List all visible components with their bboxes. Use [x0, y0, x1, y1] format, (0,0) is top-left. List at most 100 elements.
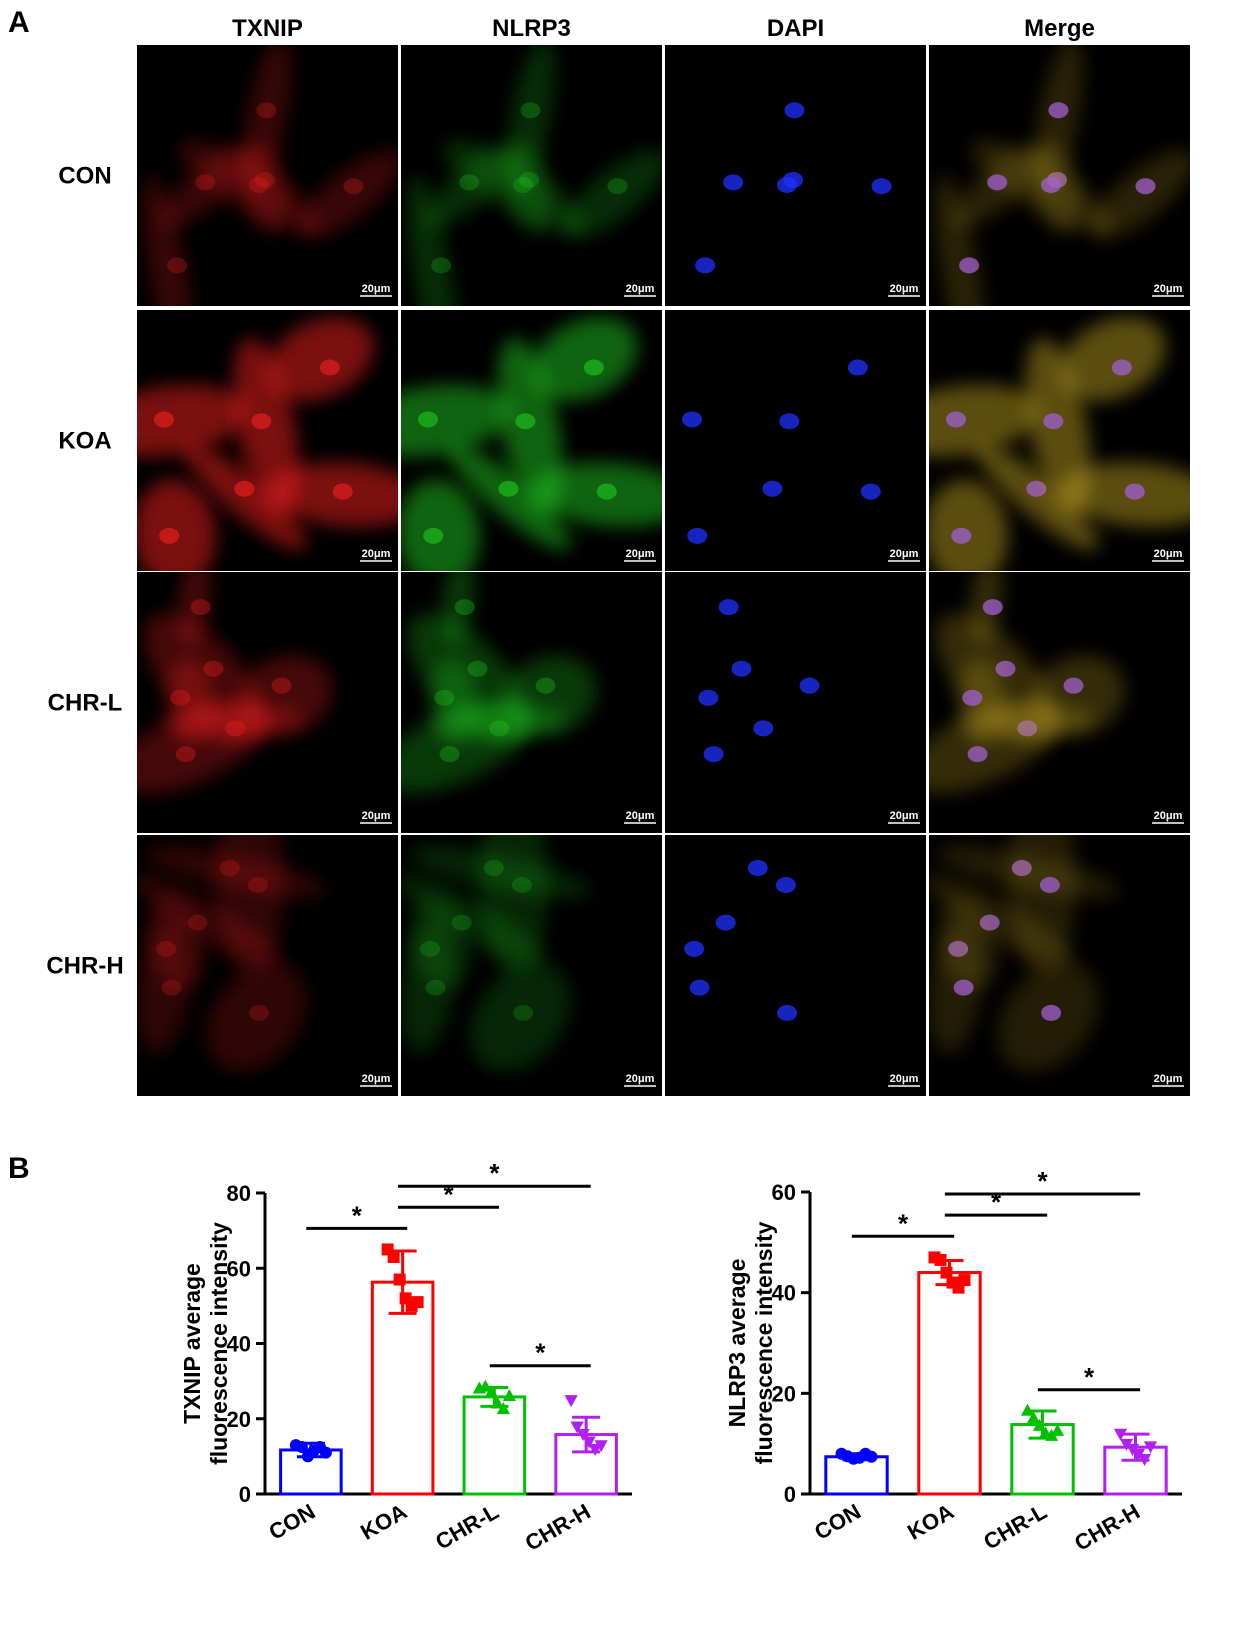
cell-body — [441, 572, 475, 645]
cells — [684, 860, 798, 1021]
nucleus — [1039, 877, 1060, 894]
micrograph: 20μm — [929, 310, 1190, 571]
cell-body — [969, 572, 1003, 645]
cell-body — [205, 963, 307, 1072]
y-tick-label: 40 — [227, 1332, 251, 1357]
nucleus — [271, 677, 292, 694]
cells — [137, 572, 333, 794]
micrograph: 20μm — [137, 310, 398, 571]
significance-label: * — [352, 1200, 363, 1230]
nucleus — [689, 979, 710, 996]
data-point — [411, 1296, 424, 1309]
nucleus — [332, 483, 353, 500]
micrograph: 20μm — [929, 45, 1190, 306]
nucleus — [596, 483, 617, 500]
data-point — [502, 1388, 516, 1401]
scale-bar-label: 20μm — [362, 1073, 391, 1085]
nucleus — [423, 527, 444, 544]
cell-body — [975, 443, 1100, 551]
nucleus — [718, 599, 739, 616]
nucleus — [434, 689, 455, 706]
scale-bar-label: 20μm — [362, 548, 391, 560]
cells — [929, 572, 1125, 794]
column-header: TXNIP — [232, 15, 303, 42]
x-tick-label: CHR-L — [979, 1499, 1051, 1555]
data-point — [478, 1379, 492, 1392]
nucleus — [425, 979, 446, 996]
nucleus — [607, 178, 628, 195]
panel-label: A — [8, 6, 30, 39]
nucleus — [799, 677, 820, 694]
micrograph: 20μm — [665, 45, 926, 306]
significance-label: * — [535, 1338, 546, 1368]
cell-body — [406, 174, 458, 306]
micrograph: 20μm — [665, 572, 926, 833]
micrograph: 20μm — [401, 45, 662, 306]
micrograph: 20μm — [665, 310, 926, 571]
data-point — [295, 1440, 308, 1453]
data-point — [1020, 1403, 1035, 1416]
data-point — [1050, 1423, 1065, 1436]
nucleus — [871, 178, 892, 195]
cell-body — [183, 443, 308, 551]
cell-body — [214, 835, 285, 976]
cell-body — [177, 572, 211, 645]
y-axis-label-line: fluorescence intensity — [206, 1222, 232, 1465]
y-tick-label: 60 — [772, 1180, 796, 1205]
micrograph: 20μm — [929, 835, 1190, 1096]
x-tick-label: CON — [810, 1499, 865, 1545]
cell-body — [562, 149, 662, 240]
nucleus — [459, 174, 480, 191]
nucleus — [467, 660, 488, 677]
column-header: Merge — [1024, 15, 1095, 42]
data-point — [865, 1450, 878, 1463]
cell-body — [137, 921, 191, 1054]
scale-bar-label: 20μm — [626, 810, 655, 822]
y-tick-label: 0 — [784, 1482, 796, 1507]
cell-body — [401, 701, 532, 794]
nucleus — [860, 483, 881, 500]
nucleus — [190, 599, 211, 616]
micrograph-background — [665, 310, 926, 571]
row-label: CHR-L — [48, 690, 123, 717]
significance-label: * — [991, 1187, 1002, 1217]
nucleus — [982, 599, 1003, 616]
nucleus — [995, 660, 1016, 677]
nucleus — [417, 411, 438, 428]
nucleus — [1135, 178, 1156, 195]
nucleus — [1041, 1004, 1062, 1021]
nucleus — [987, 174, 1008, 191]
nucleus — [535, 677, 556, 694]
cells — [401, 317, 662, 571]
nucleus — [945, 411, 966, 428]
nucleus — [962, 689, 983, 706]
scale-bar-label: 20μm — [1154, 548, 1183, 560]
scale-bar-label: 20μm — [1154, 283, 1183, 295]
cell-body — [425, 143, 520, 228]
data-point — [1143, 1441, 1158, 1454]
x-tick-label: CHR-L — [431, 1499, 503, 1555]
nucleus — [431, 257, 452, 274]
data-point — [570, 1421, 584, 1434]
nucleus — [695, 257, 716, 274]
nucleus — [513, 1004, 534, 1021]
x-tick-label: CHR-H — [521, 1499, 595, 1556]
y-tick-label: 40 — [772, 1281, 796, 1306]
micrograph: 20μm — [401, 572, 662, 833]
nucleus — [454, 599, 475, 616]
nucleus — [195, 174, 216, 191]
nucleus — [511, 877, 532, 894]
cell-body — [469, 963, 571, 1072]
scale-bar-label: 20μm — [890, 1073, 919, 1085]
nucleus — [1124, 483, 1145, 500]
nucleus — [159, 527, 180, 544]
nucleus — [153, 411, 174, 428]
data-point — [594, 1440, 608, 1453]
data-point — [958, 1274, 971, 1287]
data-point — [490, 1396, 504, 1409]
cells — [698, 599, 820, 763]
scale-bar-label: 20μm — [890, 810, 919, 822]
y-tick-label: 60 — [227, 1256, 251, 1281]
data-point — [576, 1429, 590, 1441]
